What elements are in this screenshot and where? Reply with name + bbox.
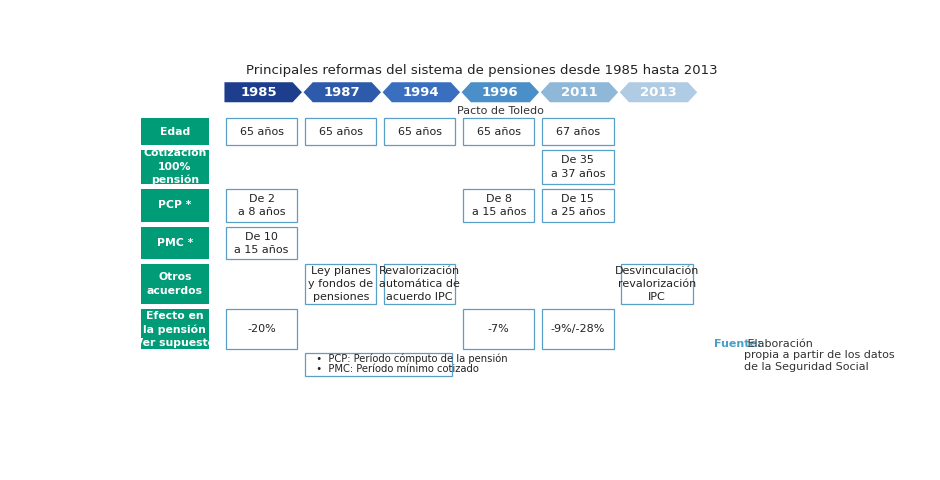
Text: -7%: -7% [488, 324, 509, 335]
FancyBboxPatch shape [463, 189, 535, 222]
FancyBboxPatch shape [463, 310, 535, 349]
Text: Efecto en
la pensión
(Ver supuesto): Efecto en la pensión (Ver supuesto) [130, 311, 220, 348]
Text: De 35
a 37 años: De 35 a 37 años [551, 156, 605, 179]
Text: Revalorización
automática de
acuerdo IPC: Revalorización automática de acuerdo IPC [379, 266, 461, 302]
FancyBboxPatch shape [141, 150, 209, 184]
FancyBboxPatch shape [141, 310, 209, 349]
Text: 65 años: 65 años [477, 127, 521, 136]
FancyBboxPatch shape [226, 227, 297, 259]
Text: PCP *: PCP * [158, 201, 192, 210]
Text: Elaboración
propia a partir de los datos
de la Seguridad Social: Elaboración propia a partir de los datos… [744, 339, 894, 372]
Text: 65 años: 65 años [398, 127, 442, 136]
Text: 67 años: 67 años [556, 127, 600, 136]
Polygon shape [619, 82, 697, 102]
Polygon shape [383, 82, 460, 102]
Text: -20%: -20% [247, 324, 276, 335]
Text: De 10
a 15 años: De 10 a 15 años [234, 231, 289, 255]
FancyBboxPatch shape [306, 118, 376, 145]
Text: •  PCP: Período cómputo de la pensión: • PCP: Período cómputo de la pensión [309, 353, 508, 364]
Text: Principales reformas del sistema de pensiones desde 1985 hasta 2013: Principales reformas del sistema de pens… [246, 64, 717, 77]
Text: 2013: 2013 [640, 86, 677, 99]
Text: 65 años: 65 años [319, 127, 363, 136]
Text: Pacto de Toledo: Pacto de Toledo [457, 106, 543, 116]
FancyBboxPatch shape [542, 189, 614, 222]
Text: 1994: 1994 [403, 86, 440, 99]
Text: Edad: Edad [160, 127, 190, 136]
Text: 1996: 1996 [482, 86, 519, 99]
Polygon shape [304, 82, 381, 102]
Text: Ley planes
y fondos de
pensiones: Ley planes y fondos de pensiones [308, 266, 373, 302]
FancyBboxPatch shape [463, 118, 535, 145]
FancyBboxPatch shape [306, 264, 376, 304]
Text: PMC *: PMC * [157, 238, 193, 248]
FancyBboxPatch shape [226, 189, 297, 222]
FancyBboxPatch shape [384, 118, 455, 145]
Text: De 8
a 15 años: De 8 a 15 años [472, 194, 526, 217]
Polygon shape [462, 82, 540, 102]
Text: 2011: 2011 [561, 86, 598, 99]
FancyBboxPatch shape [141, 189, 209, 222]
Text: De 2
a 8 años: De 2 a 8 años [238, 194, 286, 217]
Text: 65 años: 65 años [240, 127, 284, 136]
FancyBboxPatch shape [306, 352, 452, 376]
Text: Cotización
100%
pensión: Cotización 100% pensión [143, 148, 207, 185]
Polygon shape [225, 82, 302, 102]
Text: Fuente:: Fuente: [714, 339, 761, 348]
Polygon shape [540, 82, 619, 102]
Text: Desvinculación
revalorización
IPC: Desvinculación revalorización IPC [615, 266, 699, 302]
FancyBboxPatch shape [621, 264, 693, 304]
FancyBboxPatch shape [384, 264, 455, 304]
Text: 1985: 1985 [241, 86, 277, 99]
FancyBboxPatch shape [141, 264, 209, 304]
Text: Otros
acuerdos: Otros acuerdos [147, 272, 203, 296]
FancyBboxPatch shape [542, 118, 614, 145]
FancyBboxPatch shape [226, 118, 297, 145]
Text: 1987: 1987 [324, 86, 361, 99]
Text: •  PMC: Período mínimo cotizado: • PMC: Período mínimo cotizado [309, 364, 478, 374]
FancyBboxPatch shape [542, 150, 614, 184]
FancyBboxPatch shape [141, 227, 209, 259]
FancyBboxPatch shape [542, 310, 614, 349]
FancyBboxPatch shape [226, 310, 297, 349]
FancyBboxPatch shape [141, 118, 209, 145]
Text: -9%/-28%: -9%/-28% [551, 324, 605, 335]
Text: De 15
a 25 años: De 15 a 25 años [551, 194, 605, 217]
